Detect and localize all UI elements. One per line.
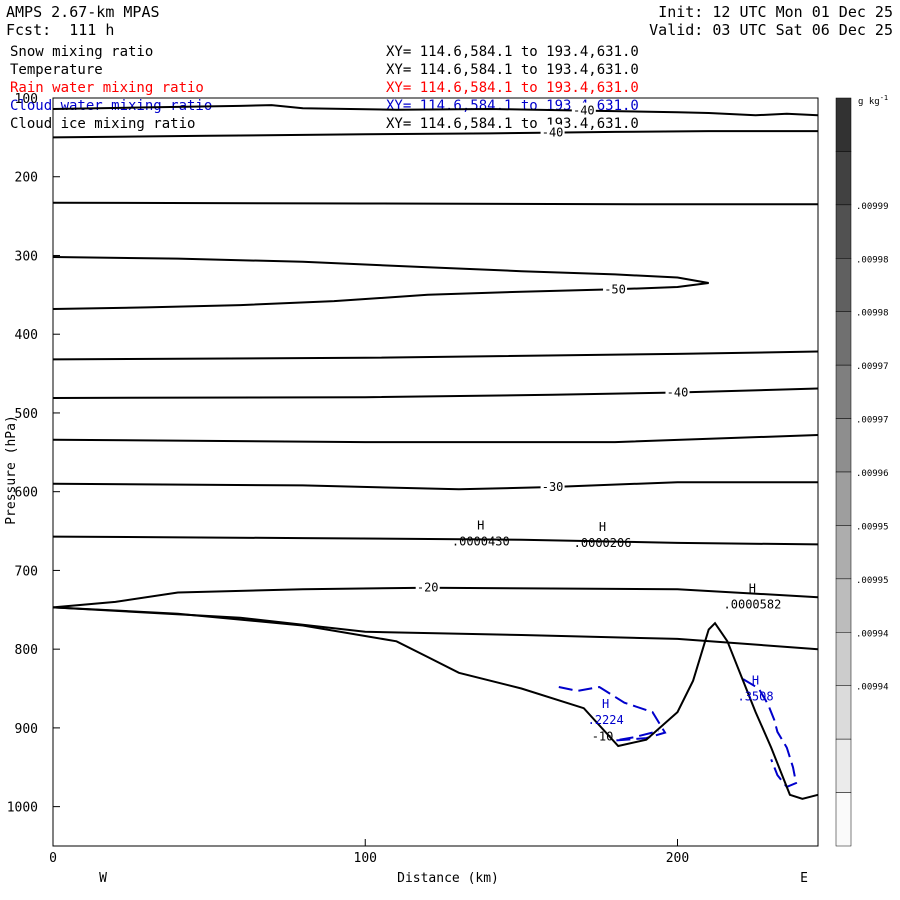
legend-xy-cloud-ice: XY= 114.6,584.1 to 193.4,631.0 — [386, 116, 639, 132]
maximum-marker: H — [477, 518, 484, 532]
y-tick-label: 900 — [15, 722, 38, 737]
y-tick-label: 700 — [15, 564, 38, 579]
colorbar-swatch — [835, 578, 852, 633]
isotherm-line — [52, 481, 818, 491]
plot-frame — [52, 97, 819, 847]
colorbar-swatch — [835, 364, 852, 419]
maximum-marker: H — [749, 581, 756, 595]
y-tick-label: 600 — [15, 486, 38, 501]
x-tick-label: 100 — [354, 851, 377, 866]
colorbar-label: .00998 — [856, 309, 889, 319]
isotherm-line — [52, 387, 819, 399]
colorbar-swatch — [835, 685, 852, 740]
legend-xy-rain: XY= 114.6,584.1 to 193.4,631.0 — [386, 80, 639, 96]
y-tick-label: 1000 — [7, 801, 38, 816]
isotherm-label-bg — [603, 281, 628, 296]
legend-label-snow: Snow mixing ratio — [10, 44, 154, 60]
maximum-value: .0000206 — [574, 536, 632, 550]
isotherm-line — [52, 586, 819, 609]
legend-xy-temperature: XY= 114.6,584.1 to 193.4,631.0 — [386, 62, 639, 78]
colorbar-label: .00997 — [856, 416, 889, 426]
colorbar-swatch — [835, 738, 852, 793]
legend-label-cloud-ice: Cloud ice mixing ratio — [10, 116, 196, 132]
colorbar-label: .00995 — [856, 522, 889, 532]
maximum-marker: H — [752, 673, 759, 687]
isotherm-label: -50 — [604, 282, 626, 296]
isotherm-line — [52, 350, 819, 361]
maximum-value: .0000430 — [452, 534, 510, 548]
colorbar-swatch — [835, 204, 852, 259]
forecast-hour: Fcst: 111 h — [6, 21, 115, 39]
isotherm-label-bg — [571, 102, 596, 117]
colorbar-label: .00997 — [856, 362, 889, 372]
isotherm-line — [52, 201, 818, 206]
colorbar-label: .00995 — [856, 576, 889, 586]
colorbar-label: .00994 — [856, 683, 889, 693]
maximum-value: .0000582 — [724, 597, 782, 611]
isotherm-label-bg — [540, 478, 565, 493]
isotherm-line — [52, 535, 819, 546]
isotherm-line — [52, 104, 819, 117]
legend-label-rain: Rain water mixing ratio — [10, 80, 204, 96]
y-tick-label: 300 — [15, 249, 38, 264]
y-tick-label: 200 — [15, 171, 38, 186]
x-tick-label: 0 — [49, 851, 57, 866]
colorbar-label: .00998 — [856, 255, 889, 265]
colorbar-label: .00996 — [856, 469, 889, 479]
contour-label: -10 — [592, 730, 614, 744]
legend-label-temperature: Temperature — [10, 62, 103, 78]
isotherm-label-bg — [415, 579, 440, 594]
isotherm-label-bg — [665, 384, 690, 399]
isotherm-line — [52, 434, 819, 444]
maximum-value: .2224 — [588, 713, 624, 727]
colorbar-swatch — [835, 471, 852, 526]
maximum-marker: H — [599, 520, 606, 534]
y-tick-label: 800 — [15, 643, 38, 658]
x-tick-label: 200 — [666, 851, 689, 866]
colorbar-swatch — [835, 258, 852, 312]
colorbar-swatch — [835, 525, 852, 580]
y-tick-label: 500 — [15, 407, 38, 422]
valid-time: Valid: 03 UTC Sat 06 Dec 25 — [649, 21, 893, 39]
isotherm-line — [52, 256, 709, 310]
model-title: AMPS 2.67-km MPAS — [6, 3, 160, 21]
isotherm-label: -30 — [542, 480, 564, 494]
y-tick-label: 100 — [15, 92, 38, 107]
colorbar-unit: g kg-1 — [858, 94, 888, 107]
colorbar-swatch — [835, 151, 852, 206]
colorbar: g kg-1 .00999 .00998 .00998 .00997 .00997 .00… — [835, 94, 889, 847]
y-tick-label: 400 — [15, 328, 38, 343]
isotherm-label-bg — [540, 124, 565, 139]
isotherm-label: -40 — [573, 104, 595, 118]
terrain-line — [52, 606, 819, 800]
maximum-value: .3508 — [737, 689, 773, 703]
colorbar-label: .00994 — [856, 629, 889, 639]
y-axis-label: Pressure (hPa) — [4, 415, 19, 525]
maximum-marker: H — [602, 697, 609, 711]
x-end-label-east: E — [800, 871, 808, 886]
colorbar-swatch — [835, 97, 852, 152]
cloud-water-contour — [558, 685, 667, 742]
isotherm-line — [52, 130, 818, 139]
init-time: Init: 12 UTC Mon 01 Dec 25 — [658, 3, 893, 21]
isotherm-label: -20 — [417, 581, 439, 595]
x-end-label-west: W — [99, 871, 107, 886]
colorbar-swatch — [835, 792, 852, 847]
colorbar-label: .00999 — [856, 202, 889, 212]
colorbar-swatch — [835, 418, 852, 473]
isotherm-label: -40 — [542, 126, 564, 140]
colorbar-swatch — [835, 311, 852, 366]
colorbar-swatch — [835, 632, 852, 686]
isotherm-label: -40 — [667, 385, 689, 399]
legend-xy-snow: XY= 114.6,584.1 to 193.4,631.0 — [386, 44, 639, 60]
x-axis-label: Distance (km) — [397, 871, 499, 886]
cloud-water-contour — [742, 678, 798, 789]
